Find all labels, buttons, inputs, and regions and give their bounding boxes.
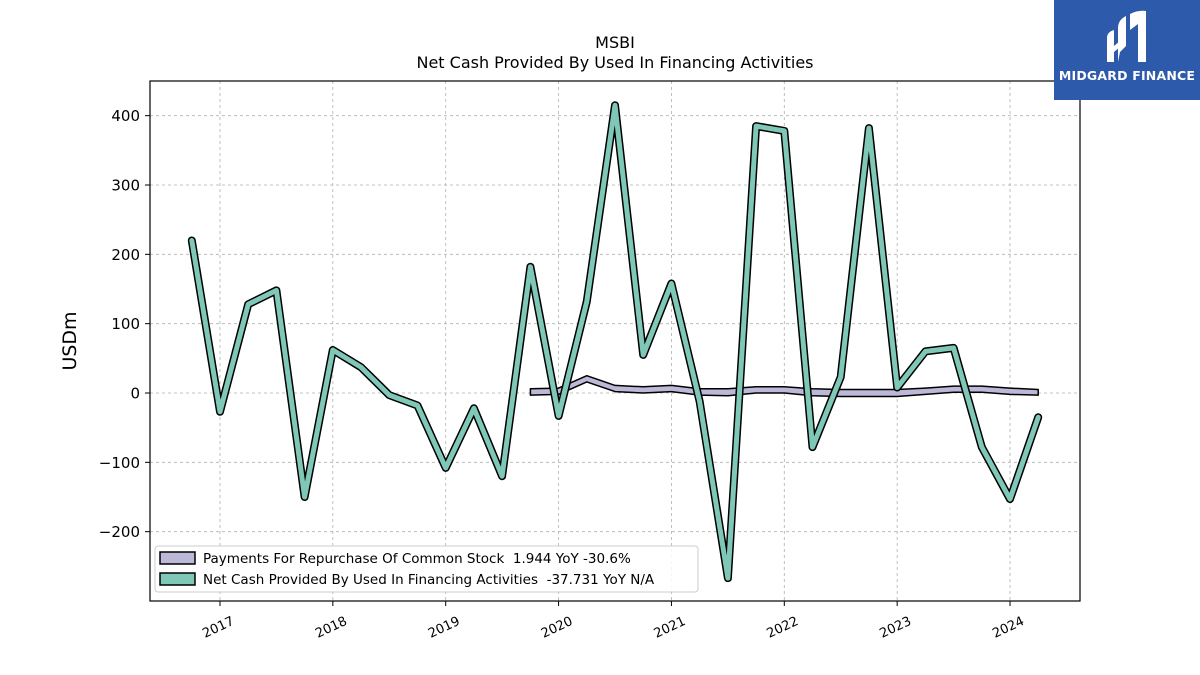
legend-label-repurchase: Payments For Repurchase Of Common Stock … [203,551,631,567]
legend-label-financing: Net Cash Provided By Used In Financing A… [203,572,655,588]
axes-frame [149,80,1081,602]
data-point [246,302,250,306]
x-tick-label: 2020 [539,614,575,642]
data-point [923,349,927,353]
legend-box [154,545,699,593]
chart-subtitle: Net Cash Provided By Used In Financing A… [416,53,813,72]
y-tick-label: −100 [99,454,140,472]
data-point [416,404,419,407]
x-tick-label: 2022 [765,614,801,642]
legend-swatch-repurchase [159,551,196,565]
y-axis-label: USDm [59,311,81,370]
data-point [1008,497,1012,501]
midgard-logo-icon [1107,10,1146,63]
data-point [613,103,617,107]
x-tick-label: 2018 [313,614,349,642]
y-tick-label: 400 [111,107,140,125]
data-point [895,386,899,389]
data-point [331,348,335,352]
data-point [444,466,448,470]
series-repurchase-band [529,374,1039,398]
data-point [839,375,843,379]
x-tick-label: 2023 [878,614,914,642]
y-tick-label: −200 [99,523,140,541]
legend-swatch-financing [159,572,196,586]
data-point [698,399,702,403]
data-point [980,445,984,449]
x-tick-label: 2017 [200,614,236,642]
series-financing-outline [187,101,1043,583]
y-tick-label: 200 [111,246,140,264]
brand-logo: MIDGARD FINANCE [1054,0,1200,100]
data-point [359,365,363,369]
data-point [190,239,194,242]
data-point [528,265,532,269]
plot-area [187,101,1043,583]
data-point [274,288,278,292]
data-point [387,393,391,397]
data-point [952,346,956,350]
legend: Payments For Repurchase Of Common Stock … [154,545,699,593]
data-point [303,495,307,499]
data-point [867,126,871,130]
logo-text: MIDGARD FINANCE [1058,68,1196,83]
data-point [472,406,476,410]
data-point [1036,415,1040,419]
data-point [585,300,589,303]
data-point [782,129,786,133]
y-tick-label: 0 [130,385,140,403]
data-point [641,353,645,357]
data-point [754,124,758,128]
y-tick-label: 100 [111,315,140,333]
x-axis: 2017 2018 2019 2020 2021 2022 2023 2024 [200,601,1027,642]
x-tick-label: 2021 [652,614,688,642]
data-point [218,410,222,414]
data-point [500,474,504,478]
y-axis: −200 −100 0 100 200 300 400 [99,107,150,541]
x-tick-label: 2024 [990,614,1026,642]
data-point [726,576,730,580]
y-tick-label: 300 [111,177,140,195]
data-point [557,414,561,418]
chart-title: MSBI [595,33,635,52]
grid [150,81,1080,601]
data-point [811,445,814,449]
series-financing-line [189,102,1041,581]
data-point [669,282,673,285]
x-tick-label: 2019 [426,614,462,642]
